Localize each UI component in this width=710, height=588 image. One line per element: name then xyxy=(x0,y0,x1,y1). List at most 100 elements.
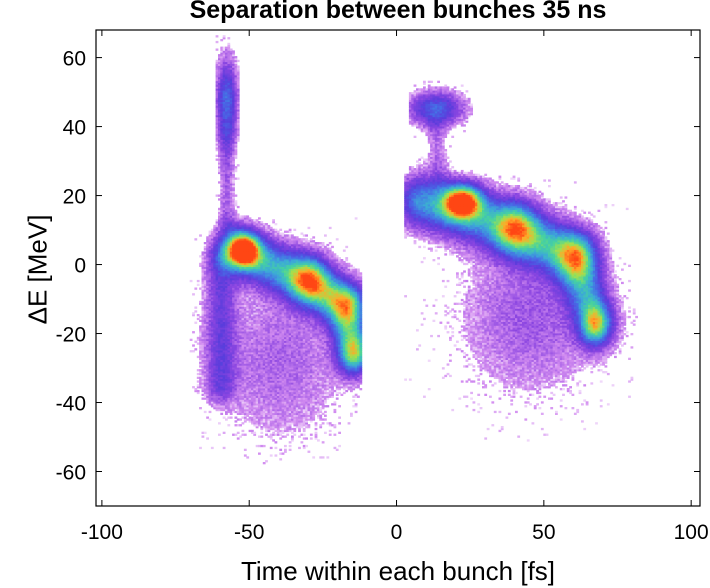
heatmap-cell xyxy=(215,59,219,63)
heatmap-cell xyxy=(234,84,238,87)
heatmap-cell xyxy=(241,374,245,378)
heatmap-cell xyxy=(213,243,217,247)
heatmap-cell xyxy=(246,300,250,304)
heatmap-cell xyxy=(286,357,290,360)
heatmap-cell xyxy=(196,391,200,395)
heatmap-cell xyxy=(232,162,235,165)
heatmap-cell xyxy=(208,289,212,292)
heatmap-cell xyxy=(213,336,217,340)
heatmap-cell xyxy=(241,315,245,319)
heatmap-cell xyxy=(272,272,275,275)
heatmap-cell xyxy=(279,391,283,395)
heatmap-cell xyxy=(241,317,245,321)
heatmap-cell xyxy=(246,310,250,313)
heatmap-cell xyxy=(262,424,266,427)
heatmap-cell xyxy=(260,355,264,359)
heatmap-cell xyxy=(241,312,245,315)
heatmap-cell xyxy=(215,321,219,324)
heatmap-cell xyxy=(227,243,231,247)
heatmap-cell xyxy=(229,92,233,95)
heatmap-cell xyxy=(248,228,252,231)
heatmap-cell xyxy=(281,287,285,290)
heatmap-cell xyxy=(260,224,264,228)
heatmap-cell xyxy=(291,346,294,349)
heatmap-cell xyxy=(255,283,259,286)
heatmap-cell xyxy=(234,228,238,231)
heatmap-cell xyxy=(232,149,235,152)
heatmap-cell xyxy=(276,297,280,300)
heatmap-cell xyxy=(293,399,297,402)
heatmap-cell xyxy=(215,240,219,243)
heatmap-cell xyxy=(213,365,217,368)
heatmap-cell xyxy=(222,54,226,57)
heatmap-cell xyxy=(279,353,283,357)
heatmap-cell xyxy=(227,188,231,192)
heatmap-cell xyxy=(210,279,214,283)
heatmap-cell xyxy=(220,378,224,381)
heatmap-cell xyxy=(267,230,271,233)
heatmap-cell xyxy=(225,141,228,144)
heatmap-cell xyxy=(220,259,224,262)
heatmap-cell xyxy=(232,109,235,112)
heatmap-cell xyxy=(288,414,292,417)
heatmap-cell xyxy=(220,113,224,116)
heatmap-cell xyxy=(241,384,245,387)
heatmap-cell xyxy=(218,162,221,165)
heatmap-cell xyxy=(218,139,221,142)
heatmap-cell xyxy=(260,408,264,412)
heatmap-cell xyxy=(274,395,278,398)
heatmap-cell xyxy=(267,346,271,349)
heatmap-cell xyxy=(251,346,254,349)
heatmap-cell xyxy=(206,308,209,311)
heatmap-cell xyxy=(284,429,287,433)
heatmap-cell xyxy=(227,152,231,156)
heatmap-cell xyxy=(269,291,273,294)
heatmap-cell xyxy=(286,306,290,309)
heatmap-cell xyxy=(199,359,202,362)
heatmap-cell xyxy=(288,346,292,349)
heatmap-cell xyxy=(234,281,238,285)
heatmap-cell xyxy=(288,441,292,444)
heatmap-cell xyxy=(210,293,214,296)
heatmap-cell xyxy=(218,304,221,307)
heatmap-cell xyxy=(227,278,231,281)
heatmap-cell xyxy=(218,226,221,230)
heatmap-cell xyxy=(286,314,290,317)
heatmap-cell xyxy=(220,39,224,42)
heatmap-cell xyxy=(274,405,278,408)
heatmap-cell xyxy=(227,192,231,195)
heatmap-cell xyxy=(265,278,268,281)
heatmap-cell xyxy=(267,312,271,315)
heatmap-cell xyxy=(284,412,287,415)
heatmap-cell xyxy=(284,334,287,338)
heatmap-cell xyxy=(260,426,264,429)
heatmap-cell xyxy=(267,226,271,230)
heatmap-cell xyxy=(258,386,261,389)
heatmap-cell xyxy=(286,344,290,347)
heatmap-cell xyxy=(206,389,209,393)
heatmap-cell xyxy=(248,365,252,368)
heatmap-cell xyxy=(258,232,261,235)
heatmap-cell xyxy=(225,156,228,159)
heatmap-cell xyxy=(206,329,209,332)
heatmap-cell xyxy=(272,369,275,372)
heatmap-cell xyxy=(243,291,247,294)
heatmap-cell xyxy=(232,363,235,366)
heatmap-cell xyxy=(227,315,231,319)
heatmap-cell xyxy=(210,310,214,313)
heatmap-cell xyxy=(227,69,231,72)
heatmap-cell xyxy=(291,372,294,376)
heatmap-cell xyxy=(272,285,275,288)
heatmap-cell xyxy=(222,94,226,97)
heatmap-cell xyxy=(267,236,271,239)
heatmap-cell xyxy=(220,192,224,195)
heatmap-cell xyxy=(234,274,238,277)
heatmap-cell xyxy=(246,234,250,237)
heatmap-cell xyxy=(255,418,259,421)
heatmap-cell xyxy=(227,249,231,252)
heatmap-cell xyxy=(236,321,240,324)
heatmap-cell xyxy=(246,372,250,376)
heatmap-cell xyxy=(291,329,294,332)
heatmap-cell xyxy=(225,340,228,343)
heatmap-cell xyxy=(206,331,209,334)
